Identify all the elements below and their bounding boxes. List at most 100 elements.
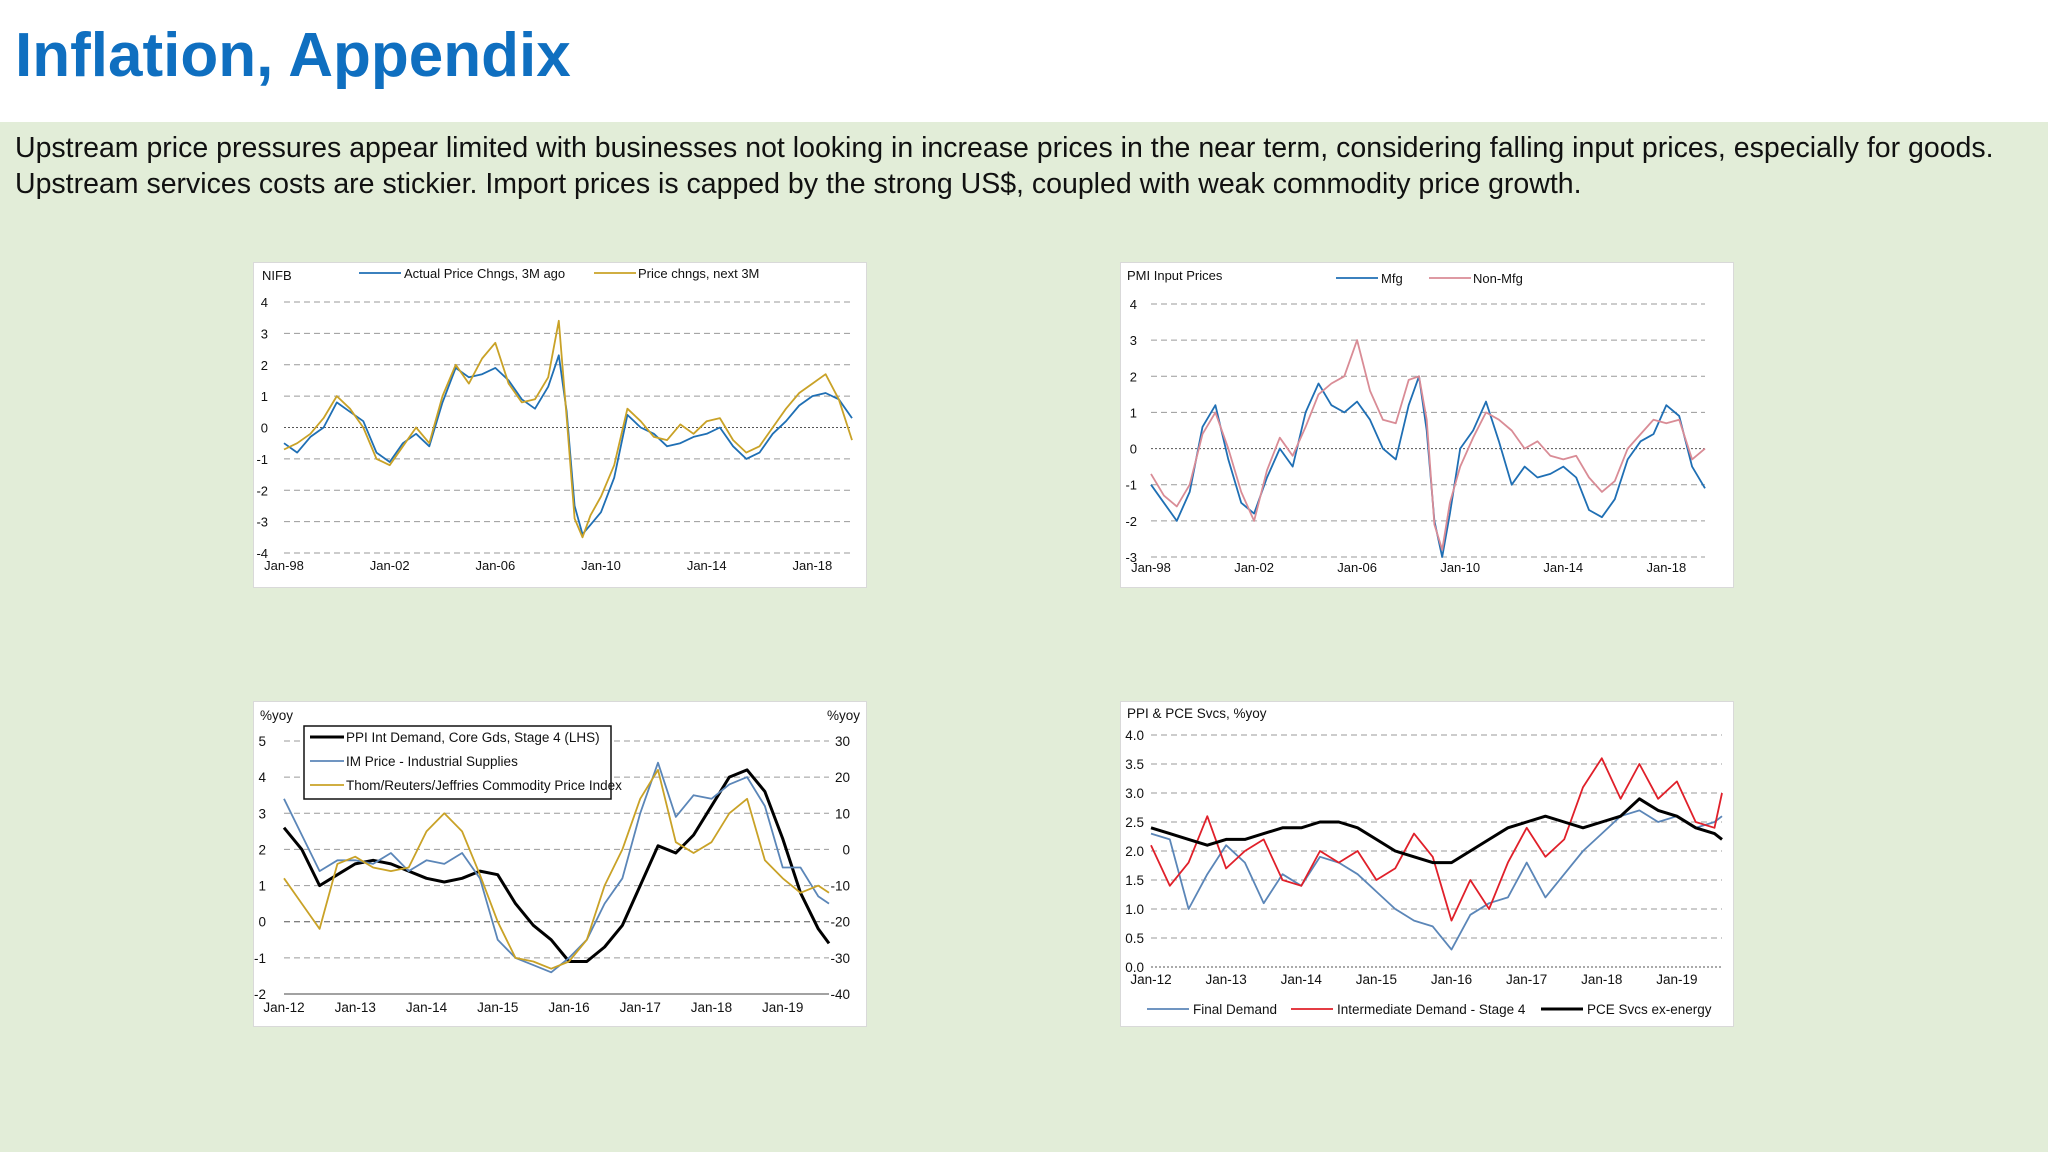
y-tick-label: 0 <box>261 421 268 436</box>
x-tick-label: Jan-18 <box>792 558 832 573</box>
y-tick-label: 0.0 <box>1125 960 1144 975</box>
y-tick-label: 1 <box>261 389 268 404</box>
x-tick-label: Jan-12 <box>1130 972 1171 987</box>
x-tick-label: Jan-98 <box>1131 560 1171 575</box>
x-tick-label: Jan-98 <box>264 558 304 573</box>
y-tick-label: 2 <box>261 358 268 373</box>
y-tick-label: 1 <box>258 879 266 894</box>
y-tick-label: -1 <box>1125 478 1137 493</box>
legend-label: Mfg <box>1381 271 1403 286</box>
y-tick-label: 4 <box>261 295 268 310</box>
x-tick-label: Jan-16 <box>548 1000 589 1015</box>
chart-title: PPI & PCE Svcs, %yoy <box>1127 706 1267 721</box>
legend-label: Non-Mfg <box>1473 271 1523 286</box>
x-tick-label: Jan-19 <box>762 1000 803 1015</box>
page-subtitle: Upstream price pressures appear limited … <box>15 132 1994 200</box>
y-tick-label: -2 <box>1125 514 1137 529</box>
x-tick-label: Jan-02 <box>370 558 410 573</box>
x-tick-label: Jan-13 <box>1205 972 1246 987</box>
y-tick-label: 2 <box>1130 369 1137 384</box>
x-tick-label: Jan-18 <box>1581 972 1622 987</box>
legend-label: Price chngs, next 3M <box>638 266 759 281</box>
x-tick-label: Jan-17 <box>1506 972 1547 987</box>
legend-label: Final Demand <box>1193 1002 1277 1017</box>
y-tick-label: 4.0 <box>1125 728 1144 743</box>
legend-label: Intermediate Demand - Stage 4 <box>1337 1002 1526 1017</box>
x-tick-label: Jan-18 <box>1646 560 1686 575</box>
y-tick-label: -4 <box>256 546 268 561</box>
y-tick-label: 2.5 <box>1125 815 1144 830</box>
right-axis-label: %yoy <box>827 708 860 723</box>
series-line-pce-svcs-ex-energy <box>1150 797 1723 865</box>
page-title: Inflation, Appendix <box>15 21 571 90</box>
chart-panel-pmi: 4 3 2 1 0 -1 -2 -3 Jan-98 Jan-02 Jan-06 Jan-10 Jan-1… <box>1120 262 1734 588</box>
x-tick-label: Jan-12 <box>263 1000 304 1015</box>
series-line-intermediate-demand-stage-4 <box>1150 757 1723 922</box>
x-tick-label: Jan-18 <box>691 1000 732 1015</box>
y-tick-label: 4 <box>1130 297 1137 312</box>
x-tick-label: Jan-10 <box>581 558 621 573</box>
x-tick-label: Jan-19 <box>1656 972 1697 987</box>
y-tick-label: -3 <box>1125 550 1137 565</box>
y-tick-label: 0 <box>258 915 266 930</box>
y-tick-label: 3.5 <box>1125 757 1144 772</box>
y-tick-label: 3 <box>258 806 266 821</box>
y-right-tick-label: 30 <box>835 734 850 749</box>
chart-panel-ppi-pce: 4.0 3.5 3.0 2.5 2.0 1.5 1.0 0.5 0.0 Jan-12 Jan-13 J… <box>1120 701 1734 1027</box>
y-tick-label: 5 <box>258 734 266 749</box>
y-right-tick-label: -40 <box>830 987 850 1002</box>
series-line-price-chngs-next-3m <box>283 319 853 539</box>
x-tick-label: Jan-14 <box>1543 560 1583 575</box>
y-right-tick-label: 10 <box>835 806 850 821</box>
y-right-tick-label: -30 <box>830 951 850 966</box>
chart-panel-ppi-import: 5 4 3 2 1 0 -1 -2 30 20 10 0 -10 -20 -30 -40 Jan-12 Jan-1… <box>253 701 867 1027</box>
y-right-tick-label: 0 <box>842 842 850 857</box>
y-tick-label: -2 <box>256 483 268 498</box>
y-tick-label: 1.5 <box>1125 873 1144 888</box>
x-tick-label: Jan-16 <box>1431 972 1472 987</box>
legend-label: PPI Int Demand, Core Gds, Stage 4 (LHS) <box>346 730 600 745</box>
y-tick-label: -3 <box>256 515 268 530</box>
x-tick-label: Jan-06 <box>475 558 515 573</box>
header-bar: Inflation, Appendix <box>0 0 2048 122</box>
x-tick-label: Jan-14 <box>406 1000 448 1015</box>
x-tick-label: Jan-15 <box>1356 972 1397 987</box>
y-tick-label: -1 <box>254 951 266 966</box>
y-tick-label: 2 <box>258 842 266 857</box>
series-line-final-demand <box>1150 809 1723 951</box>
x-tick-label: Jan-14 <box>687 558 727 573</box>
x-tick-label: Jan-14 <box>1281 972 1323 987</box>
y-tick-label: 2.0 <box>1125 844 1144 859</box>
y-right-tick-label: 20 <box>835 770 850 785</box>
series-line-non-mfg <box>1150 339 1706 551</box>
y-tick-label: 1.0 <box>1125 902 1144 917</box>
series-line-ppi-int-demand-core-gds-stage-4-lhs <box>282 768 831 963</box>
y-right-tick-label: -20 <box>830 915 850 930</box>
y-tick-label: -1 <box>256 452 268 467</box>
chart-title: PMI Input Prices <box>1127 268 1223 283</box>
x-tick-label: Jan-15 <box>477 1000 518 1015</box>
y-tick-label: 1 <box>1130 405 1137 420</box>
y-right-tick-label: -10 <box>830 879 850 894</box>
legend-label: Actual Price Chngs, 3M ago <box>404 266 565 281</box>
x-tick-label: Jan-02 <box>1234 560 1274 575</box>
y-tick-label: 3.0 <box>1125 786 1144 801</box>
legend-label: Thom/Reuters/Jeffries Commodity Price In… <box>346 778 622 793</box>
y-tick-label: 3 <box>261 326 268 341</box>
chart-title: NIFB <box>262 268 292 283</box>
y-tick-label: 3 <box>1130 333 1137 348</box>
series-line-thom-reuters-jeffries-commodity-price-index <box>283 769 830 970</box>
legend-box <box>303 725 612 800</box>
y-tick-label: 0.5 <box>1125 931 1144 946</box>
x-tick-label: Jan-06 <box>1337 560 1377 575</box>
y-tick-label: 0 <box>1130 442 1137 457</box>
chart-panel-nifb: 4 3 2 1 0 -1 -2 -3 -4 Jan-98 Jan-02 Jan-06 Jan-10 Jan… <box>253 262 867 588</box>
x-tick-label: Jan-10 <box>1440 560 1480 575</box>
x-tick-label: Jan-13 <box>335 1000 376 1015</box>
y-tick-label: 4 <box>258 770 266 785</box>
legend-label: IM Price - Industrial Supplies <box>346 754 518 769</box>
